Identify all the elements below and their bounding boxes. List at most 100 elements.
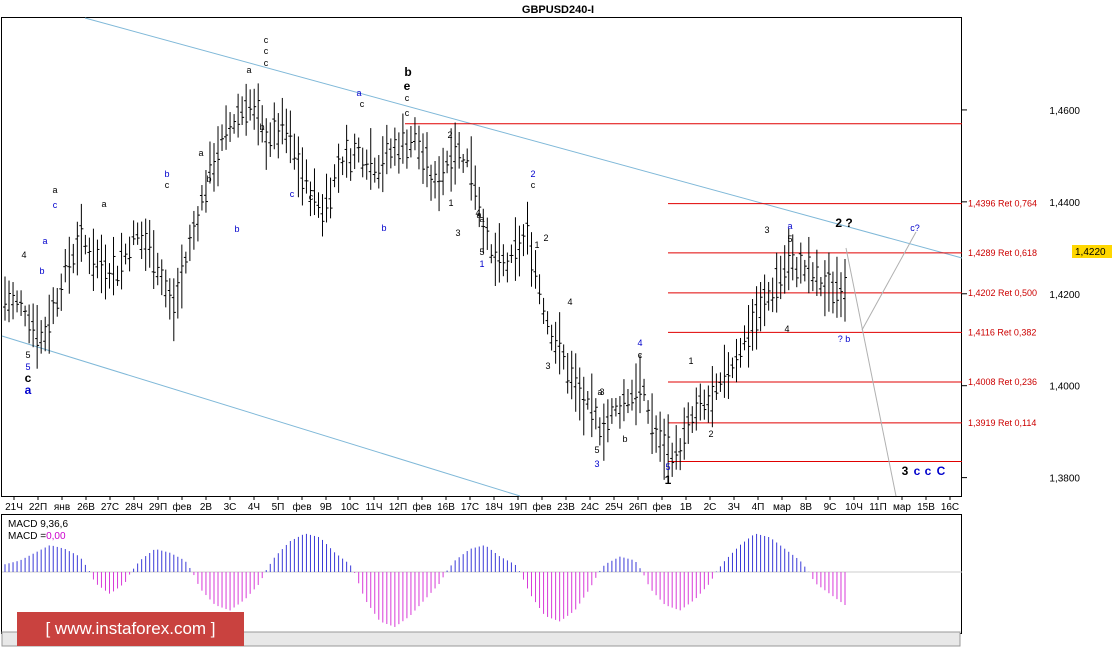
x-tick-label: 17С [461, 502, 479, 513]
wave-label: b [622, 434, 627, 444]
wave-label: b [234, 224, 239, 234]
main-frame [1, 17, 962, 497]
macd-value: 0,00 [46, 531, 66, 542]
wave-label: C [937, 464, 946, 478]
x-tick-label: 16С [941, 502, 959, 513]
wave-labels: cccabacab455caabcabbccbacabecc2134a512c2… [21, 35, 945, 487]
wave-label: 2 [530, 169, 535, 179]
wave-label: a [25, 383, 32, 397]
wave-label: 3 [764, 225, 769, 235]
wave-label: 3 [599, 387, 604, 397]
x-tick-label: 18Ч [485, 502, 503, 513]
x-tick-label: 11П [869, 502, 887, 513]
x-tick-label: фев [652, 501, 671, 513]
x-tick-label: 26П [629, 502, 647, 513]
x-tick-label: 10С [341, 502, 359, 513]
x-axis: 21Ч 22П янв 26В 27С 28Ч 29П фев 2В 3С 4Ч 5П фев 9В 10С… [5, 496, 959, 513]
wave-label: 1 [665, 473, 672, 487]
wave-label: 5 [787, 234, 792, 244]
wave-label: a [42, 236, 47, 246]
y-tick-label: 1,4600 [1049, 106, 1080, 117]
wave-label: 5 [665, 462, 670, 472]
wave-label: 4 [567, 297, 572, 307]
wave-label: 2 [708, 429, 713, 439]
x-tick-label: 29П [149, 502, 167, 513]
x-tick-label: янв [54, 502, 70, 513]
wave-label: a [52, 185, 57, 195]
wave-label: c [25, 371, 32, 385]
wave-label: c [309, 192, 314, 202]
x-tick-label: 28Ч [125, 502, 143, 513]
wave-label: 5 [25, 362, 30, 372]
wave-label: c [264, 58, 269, 68]
price-bars [3, 83, 847, 480]
x-tick-label: мар [773, 502, 791, 513]
wave-label: 3 [594, 459, 599, 469]
current-price-tag: 1,4220 [1072, 245, 1112, 258]
wave-label: b [164, 169, 169, 179]
wave-label: 1 [479, 259, 484, 269]
x-tick-label: 26В [77, 502, 95, 513]
projection-lines [845, 231, 917, 497]
wave-label: c [264, 46, 269, 56]
wave-label: 4 [637, 338, 642, 348]
wave-label: 5 [594, 445, 599, 455]
wave-label: a [476, 210, 481, 220]
wave-label: c? [910, 223, 920, 233]
wave-label: 2 ? [835, 216, 852, 230]
x-tick-label: 9В [320, 502, 333, 513]
x-tick-label: 3Ч [728, 502, 740, 513]
wave-label: c [360, 99, 365, 109]
wave-label: 3 [902, 464, 909, 478]
wave-label: c [638, 350, 643, 360]
y-tick-label: 1,3800 [1049, 474, 1080, 485]
channel-lines [1, 17, 963, 497]
wave-label: 3 [545, 361, 550, 371]
projection-line-down [845, 247, 897, 497]
x-tick-label: 1В [680, 502, 693, 513]
x-tick-label: фев [412, 501, 431, 513]
fibonacci-levels: 1,4396 Ret 0,764 1,4289 Ret 0,618 1,4202 R… [405, 123, 1037, 463]
wave-label: a [101, 199, 106, 209]
macd-title: MACD 9,36,6 [8, 519, 68, 530]
wave-label: c [264, 35, 269, 45]
wave-label: a [597, 387, 602, 397]
wave-label: b [381, 223, 386, 233]
fib-label: 1,4202 Ret 0,500 [968, 288, 1037, 298]
y-tick-label: 1,4200 [1049, 290, 1080, 301]
x-tick-label: 4Ч [248, 502, 260, 513]
x-tick-label: фев [292, 501, 311, 513]
x-tick-label: 11Ч [365, 502, 382, 513]
x-tick-label: 19П [509, 502, 527, 513]
wave-label: a [198, 148, 203, 158]
projection-line-up [861, 231, 917, 331]
x-tick-label: 22П [29, 502, 47, 513]
x-tick-label: фев [172, 501, 191, 513]
x-tick-label: мар [893, 502, 911, 513]
wave-label: e [404, 79, 411, 93]
y-tick-label: 1,4400 [1049, 198, 1080, 209]
brand-watermark[interactable]: [ www.instaforex.com ] [17, 612, 244, 646]
x-tick-label: фев [532, 501, 551, 513]
x-tick-label: 10Ч [845, 502, 863, 513]
wave-label: a [356, 88, 361, 98]
fib-label: 1,4116 Ret 0,382 [968, 327, 1036, 337]
upper-channel-line [84, 17, 963, 259]
wave-label: a [479, 214, 484, 224]
x-tick-label: 24С [581, 502, 599, 513]
y-tick-label: 1,4000 [1049, 382, 1080, 393]
chart-title: GBPUSD240-I [522, 4, 594, 16]
x-tick-label: 2В [200, 502, 213, 513]
x-tick-label: 2С [704, 502, 717, 513]
x-tick-label: 3С [224, 502, 237, 513]
x-tick-label: 9С [824, 502, 837, 513]
x-tick-label: 16В [437, 502, 455, 513]
fib-label: 1,4396 Ret 0,764 [968, 199, 1037, 209]
x-tick-label: 5П [272, 502, 285, 513]
wave-label: c [531, 180, 536, 190]
lower-channel-line [1, 335, 521, 497]
wave-label: 2 [447, 130, 452, 140]
wave-label: 4 [21, 250, 26, 260]
current-price-label: 1,4220 [1075, 247, 1106, 258]
